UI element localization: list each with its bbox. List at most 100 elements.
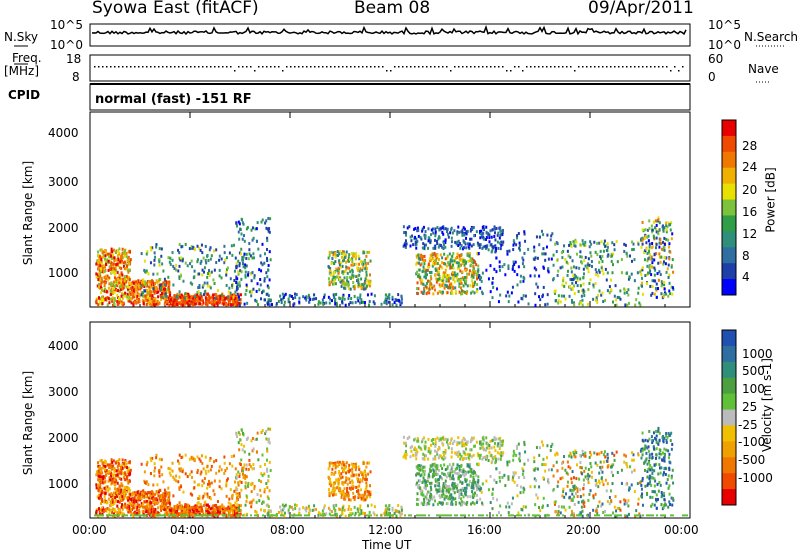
velocity-echo: [421, 468, 424, 472]
power-echo: [206, 275, 209, 279]
power-echo: [145, 302, 148, 306]
velocity-echo: [438, 446, 441, 450]
power-echo: [204, 244, 207, 248]
velocity-echo: [239, 504, 242, 508]
power-echo: [551, 232, 554, 236]
power-echo: [130, 293, 133, 297]
power-echo: [425, 243, 428, 247]
velocity-echo: [499, 440, 502, 444]
power-echo: [436, 225, 439, 229]
velocity-echo: [186, 475, 189, 479]
power-echo: [116, 302, 119, 306]
velocity-echo: [110, 477, 113, 481]
velocity-echo: [125, 485, 128, 489]
velocity-echo: [269, 427, 272, 431]
power-echo: [150, 281, 153, 285]
power-echo: [142, 300, 145, 304]
power-echo: [163, 297, 166, 301]
power-echo: [427, 236, 430, 240]
power-echo: [495, 226, 498, 230]
velocity-echo: [507, 511, 510, 515]
velocity-echo: [501, 443, 504, 447]
power-echo: [346, 271, 349, 275]
velocity-echo: [341, 475, 344, 479]
power-echo: [119, 260, 122, 264]
velocity-echo: [198, 496, 201, 500]
power-echo: [228, 298, 231, 302]
power-echo: [231, 303, 234, 307]
velocity-echo: [249, 465, 252, 469]
velocity-echo: [502, 439, 505, 443]
velocity-echo: [201, 496, 204, 500]
power-echo: [110, 290, 113, 294]
power-echo: [456, 272, 459, 276]
power-echo: [268, 230, 271, 234]
velocity-echo: [437, 456, 440, 460]
power-echo: [345, 265, 348, 269]
velocity-echo: [506, 501, 509, 505]
power-echo: [349, 287, 352, 291]
velocity-echo: [176, 508, 179, 512]
power-echo: [547, 268, 550, 272]
velocity-echo: [258, 478, 261, 482]
velocity-echo: [352, 491, 355, 495]
velocity-echo: [189, 511, 192, 515]
velocity-echo: [178, 467, 181, 471]
velocity-echo: [160, 498, 163, 502]
velocity-echo: [178, 453, 181, 457]
velocity-echo: [162, 480, 165, 484]
power-echo: [345, 250, 348, 254]
velocity-echo: [116, 511, 119, 515]
velocity-echo: [259, 494, 262, 498]
power-echo: [434, 288, 437, 292]
power-echo: [476, 283, 479, 287]
velocity-echo: [158, 471, 161, 475]
power-echo: [210, 270, 213, 274]
velocity-echo: [266, 467, 269, 471]
velocity-echo: [355, 490, 358, 494]
velocity-echo: [342, 492, 345, 496]
power-echo: [369, 279, 372, 283]
power-echo: [126, 285, 129, 289]
power-echo: [542, 293, 545, 297]
velocity-echo: [143, 470, 146, 474]
freq-dot: [454, 66, 456, 68]
power-echo: [499, 247, 502, 251]
power-echo: [482, 245, 485, 249]
velocity-echo: [462, 449, 465, 453]
power-echo: [102, 298, 105, 302]
power-echo: [466, 284, 469, 288]
power-echo: [257, 247, 260, 251]
freq-dot: [494, 66, 496, 68]
velocity-echo: [346, 477, 349, 481]
velocity-echo: [111, 510, 114, 514]
power-echo: [150, 299, 153, 303]
velocity-echo: [428, 490, 431, 494]
power-echo: [142, 291, 145, 295]
velocity-echo: [97, 478, 100, 482]
velocity-echo: [108, 463, 111, 467]
velocity-echo: [105, 464, 108, 468]
power-echo: [245, 256, 248, 260]
power-echo: [95, 262, 98, 266]
power-echo: [445, 284, 448, 288]
velocity-echo: [253, 485, 256, 489]
velocity-echo: [524, 505, 527, 509]
velocity-echo: [261, 502, 264, 506]
velocity-echo: [150, 510, 153, 514]
velocity-echo: [242, 469, 245, 473]
velocity-echo: [426, 501, 429, 505]
velocity-echo: [102, 481, 105, 485]
velocity-echo: [236, 496, 239, 500]
power-echo: [495, 270, 498, 274]
freq-dot: [594, 66, 596, 68]
freq-dot: [294, 66, 296, 68]
power-echo: [350, 251, 353, 255]
velocity-echo: [267, 474, 270, 478]
power-echo: [225, 273, 228, 277]
velocity-echo: [333, 481, 336, 485]
velocity-echo: [267, 440, 270, 444]
velocity-echo: [417, 472, 420, 476]
power-echo: [420, 290, 423, 294]
power-echo: [495, 256, 498, 260]
